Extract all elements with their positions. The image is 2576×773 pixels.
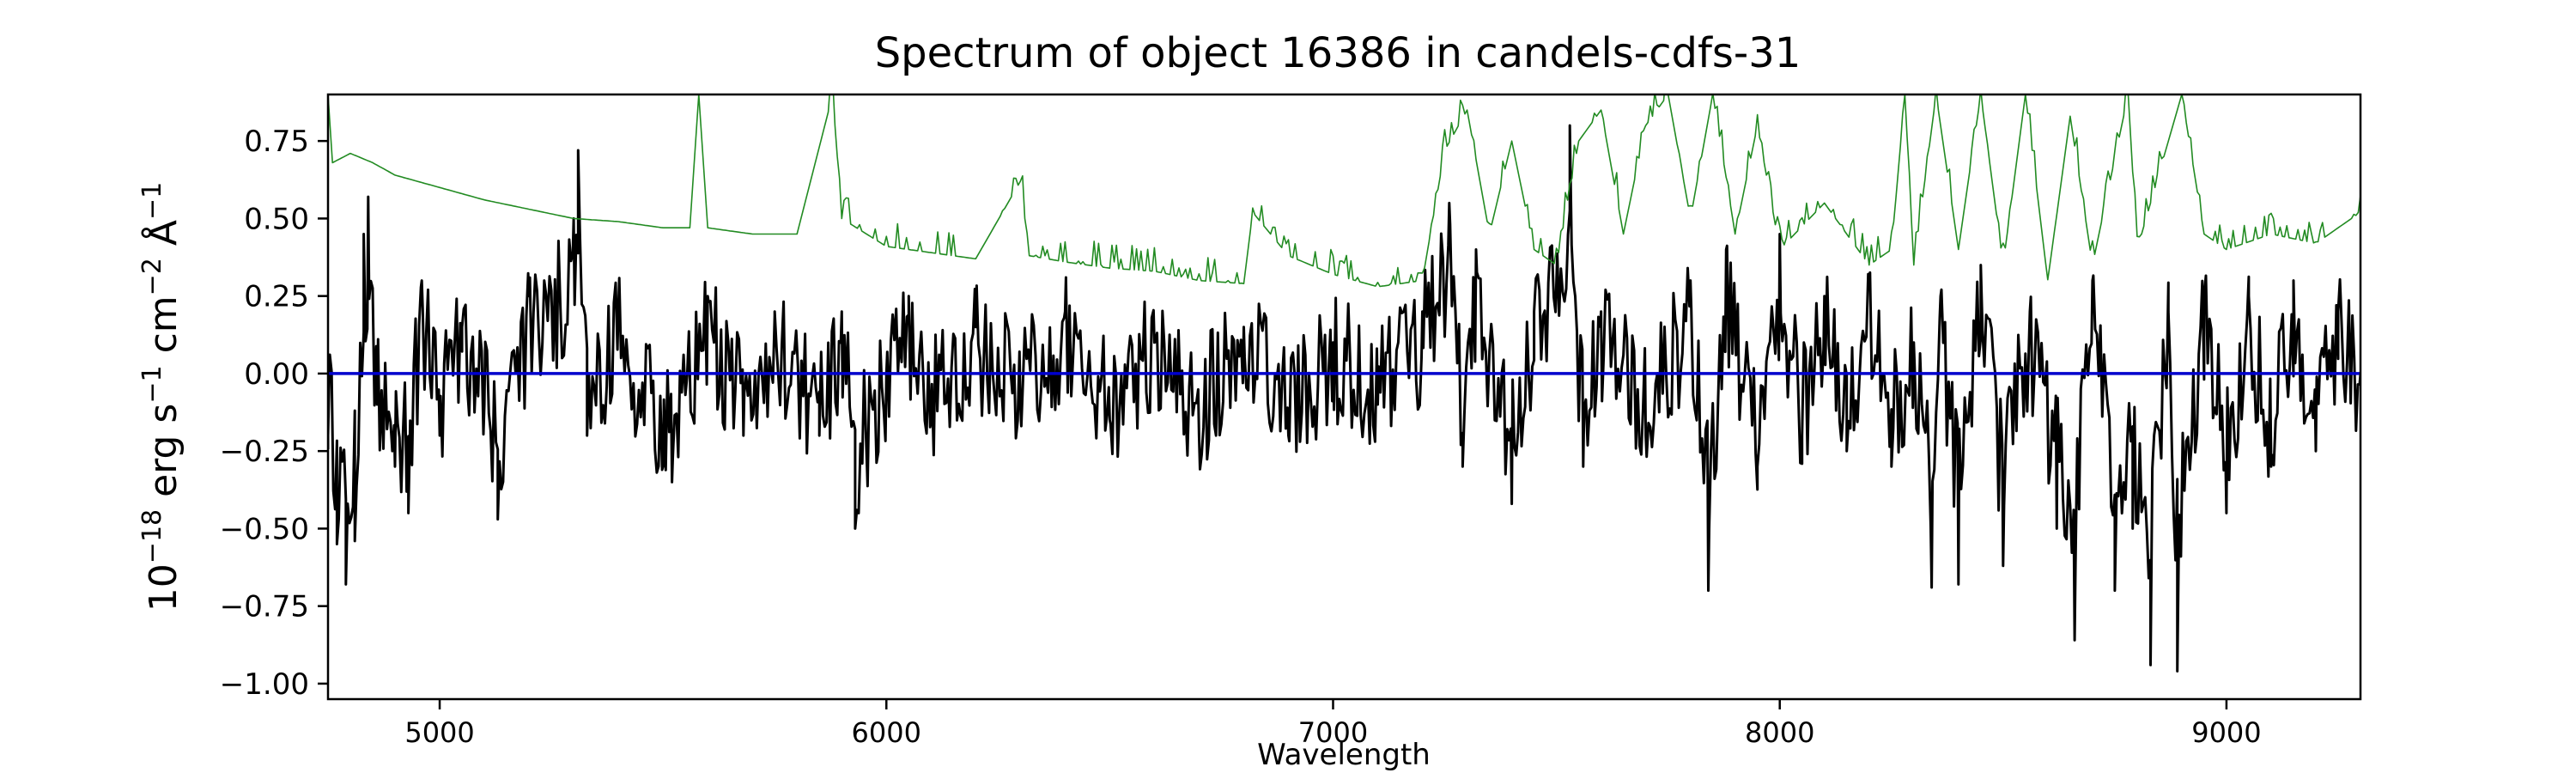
y-tick-label: −1.00 [220, 667, 309, 702]
y-tick-label: 0.25 [244, 280, 309, 314]
y-tick-label: 0.00 [244, 357, 309, 392]
y-axis-label-sup1: −1 [137, 365, 167, 403]
x-tick-label: 7000 [1298, 716, 1368, 749]
y-axis: 0.75 0.50 0.25 0.00 −0.25 −0.50 −0.75 −1.00 [220, 125, 328, 702]
y-axis-label-base: 10 [142, 563, 185, 612]
x-tick-label: 8000 [1745, 716, 1814, 749]
y-tick-label: 0.75 [244, 125, 309, 159]
y-axis-label: 10−18 erg s−1 cm−2 Å−1 [137, 182, 185, 612]
plot-frame [326, 93, 2362, 701]
series-line-uncertainty [328, 94, 2360, 288]
series-line-flux [328, 124, 2360, 673]
y-tick-label: −0.25 [220, 435, 309, 469]
x-axis: 5000 6000 7000 8000 9000 [404, 699, 2262, 749]
y-axis-label-exp: −18 [137, 509, 167, 563]
y-axis-label-unit: Å [140, 220, 185, 258]
x-tick-label: 9000 [2191, 716, 2261, 749]
y-axis-label-mid: cm [142, 295, 185, 365]
y-axis-label-rest: erg s [142, 404, 185, 509]
y-axis-label-sup3: −1 [137, 182, 167, 220]
x-axis-label: Wavelength [1257, 738, 1431, 772]
series-layer [328, 94, 2360, 673]
y-tick-label: −0.50 [220, 512, 309, 546]
chart-title: Spectrum of object 16386 in candels-cdfs… [875, 29, 1801, 77]
y-tick-label: 0.50 [244, 202, 309, 236]
y-tick-label: −0.75 [220, 590, 309, 624]
x-tick-label: 5000 [404, 716, 474, 749]
y-axis-label-sup2: −2 [137, 258, 167, 295]
x-tick-label: 6000 [852, 716, 921, 749]
